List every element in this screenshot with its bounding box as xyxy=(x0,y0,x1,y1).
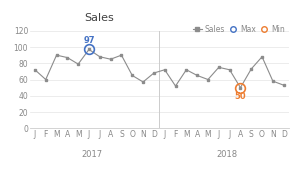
Legend: Sales, Max, Min: Sales, Max, Min xyxy=(190,22,288,37)
Text: 2018: 2018 xyxy=(217,150,237,159)
Text: 50: 50 xyxy=(235,92,246,101)
Text: 2017: 2017 xyxy=(81,150,102,159)
Text: Sales: Sales xyxy=(85,13,114,23)
Text: 97: 97 xyxy=(83,36,95,45)
